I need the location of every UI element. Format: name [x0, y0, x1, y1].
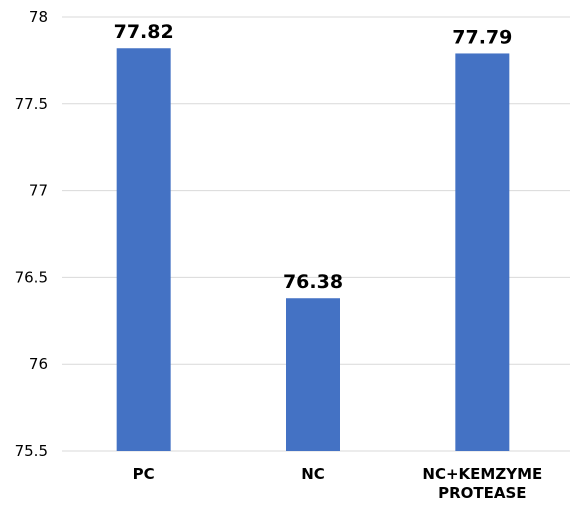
bar [116, 48, 171, 452]
y-tick-label: 75.5 [15, 442, 48, 460]
data-label: 76.38 [283, 271, 343, 293]
x-category-label: NC+KEMZYME [422, 465, 542, 483]
data-labels: 77.82 76.38 77.79 [114, 21, 513, 293]
bar [286, 298, 340, 451]
y-tick-label: 76 [29, 355, 48, 373]
data-label: 77.82 [114, 21, 174, 43]
y-tick-label: 77 [29, 182, 48, 200]
x-category-label: NC [301, 465, 325, 483]
y-tick-label: 76.5 [15, 268, 48, 286]
bars [116, 48, 510, 452]
x-category-label: PC [133, 465, 155, 483]
x-category-label: PROTEASE [438, 484, 526, 502]
y-tick-label: 78 [29, 8, 48, 26]
data-label: 77.79 [452, 26, 512, 48]
y-tick-label: 77.5 [15, 95, 48, 113]
y-axis-ticks: 75.5 76 76.5 77 77.5 78 [15, 8, 48, 460]
bar [455, 53, 510, 452]
